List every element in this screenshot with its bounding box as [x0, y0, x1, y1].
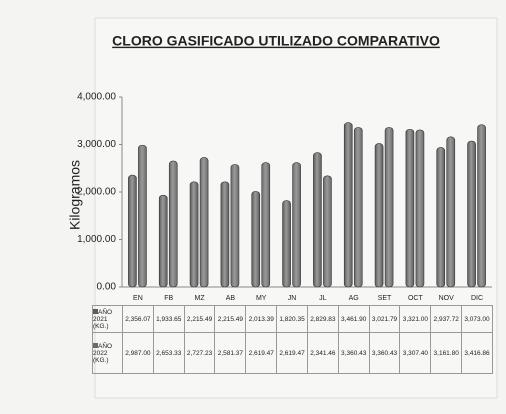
bar [343, 122, 353, 288]
data-label: 1,933.65 [152, 305, 185, 333]
data-label: 2,013.39 [245, 305, 278, 333]
bar [405, 128, 415, 288]
x-tick-label: MZ [194, 294, 205, 302]
x-tick-label: MY [255, 294, 267, 302]
x-tick-label: JN [287, 294, 297, 302]
data-label: 3,461.90 [337, 305, 370, 333]
y-tick-label: 1,000.00 [77, 234, 116, 245]
bar [168, 160, 178, 288]
data-label: 2,727.23 [183, 332, 216, 374]
x-tick-label: FB [164, 294, 174, 302]
data-label: 3,073.00 [461, 305, 493, 333]
bar [353, 127, 363, 288]
bar [323, 175, 332, 288]
x-tick-label: EN [133, 294, 143, 302]
data-label: 3,307.40 [399, 332, 432, 374]
data-label: 3,161.80 [430, 332, 463, 374]
data-label: 3,321.00 [399, 305, 432, 333]
y-tick-label: 2,000.00 [77, 187, 116, 198]
y-tick-label: 4,000.00 [77, 92, 116, 103]
bar [189, 181, 199, 288]
x-tick-label: DIC [470, 294, 484, 302]
data-label: 2,619.47 [276, 332, 308, 374]
bar [230, 164, 240, 288]
bar [477, 124, 486, 288]
data-label: 2,619.47 [245, 332, 278, 374]
y-tick-label: 3,000.00 [77, 139, 116, 150]
data-label: 2,215.49 [183, 305, 216, 333]
data-label: 3,021.79 [368, 305, 401, 333]
data-label: 2,937.72 [430, 305, 463, 333]
bar [138, 144, 147, 288]
x-tick-label: AG [348, 294, 359, 302]
bar [415, 129, 425, 288]
data-label: 1,820.35 [276, 305, 308, 333]
y-axis-label: Kilogramos [67, 160, 83, 230]
x-tick-label: SET [377, 294, 392, 302]
bar [436, 147, 446, 288]
data-table: EN FB MZ AB MY JN JL AG SET OCT NOV DIC AÑO 2021 (K… [92, 291, 493, 374]
x-tick-label: OCT [407, 294, 423, 302]
bar [292, 162, 301, 288]
data-label: 3,416.86 [461, 332, 493, 374]
x-tick-label: JL [319, 294, 327, 302]
legend-label: AÑO 2022 (KG.) [93, 342, 113, 364]
bar [199, 157, 209, 288]
x-tick-label: AB [225, 294, 236, 302]
data-label: 3,360.43 [337, 332, 370, 374]
bar [251, 191, 261, 288]
bar [282, 200, 291, 288]
legend-swatch [93, 342, 98, 348]
chart-title: CLORO GASIFICADO UTILIZADO COMPARATIVO [112, 33, 440, 49]
bar [384, 127, 394, 288]
data-label: 2,215.49 [214, 305, 247, 333]
x-tick-label: NOV [438, 294, 454, 302]
bar [128, 174, 137, 288]
legend-entry: AÑO 2022 (KG.) [92, 332, 123, 374]
legend-swatch [93, 308, 98, 314]
bar [446, 136, 456, 288]
legend-entry: AÑO 2021 (KG.) [92, 305, 123, 333]
data-label: 2,653.33 [152, 332, 185, 374]
y-tick-label: 0.00 [97, 282, 117, 293]
bar [467, 140, 476, 288]
legend-label: AÑO 2021 (KG.) [93, 308, 113, 330]
data-label: 2,341.46 [306, 332, 339, 374]
bar [220, 181, 230, 288]
data-label: 2,829.83 [306, 305, 339, 333]
bar [158, 194, 168, 288]
data-label: 2,356.07 [122, 305, 154, 333]
bar [374, 143, 384, 288]
data-label: 2,581.37 [214, 332, 247, 374]
data-label: 3,360.43 [368, 332, 401, 374]
corner [93, 291, 123, 306]
data-label: 2,987.00 [122, 332, 154, 374]
bar [261, 162, 271, 288]
bar [313, 152, 322, 288]
